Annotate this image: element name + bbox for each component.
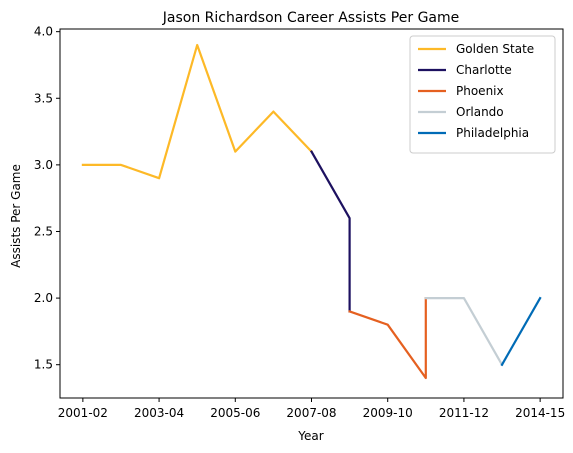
chart-title: Jason Richardson Career Assists Per Game	[162, 10, 460, 26]
series-line-1	[309, 150, 351, 313]
series-line-3	[424, 297, 504, 367]
series-line-4	[500, 296, 542, 367]
y-tick-label: 3.5	[34, 91, 53, 105]
y-tick-label: 4.0	[34, 25, 53, 39]
x-tick-label: 2005-06	[210, 406, 260, 420]
x-tick-label: 2009-10	[363, 406, 413, 420]
plot-area	[81, 43, 542, 380]
legend-label-4: Philadelphia	[456, 126, 529, 140]
legend-label-0: Golden State	[456, 42, 534, 56]
y-tick-label: 1.5	[34, 358, 53, 372]
series-line-0	[81, 43, 314, 180]
y-tick-label: 2.5	[34, 224, 53, 238]
legend-box	[409, 35, 556, 154]
legend-label-3: Orlando	[456, 105, 504, 119]
y-tick-label: 3.0	[34, 158, 53, 172]
legend-label-1: Charlotte	[456, 63, 512, 77]
axes: 2001-02 2003-04 2005-06 2007-08 2009-10 2011-…	[34, 25, 565, 420]
x-tick-label: 2003-04	[134, 406, 184, 420]
x-tick-label: 2001-02	[58, 406, 108, 420]
series-line-2	[348, 297, 427, 380]
x-axis-label: Year	[297, 429, 323, 443]
y-axis-label: Assists Per Game	[9, 164, 23, 268]
legend: Golden State Charlotte Phoenix Orlando Phila…	[409, 35, 556, 154]
x-tick-label: 2011-12	[439, 406, 489, 420]
x-tick-label: 2014-15	[515, 406, 565, 420]
y-tick-label: 2.0	[34, 291, 53, 305]
legend-label-2: Phoenix	[456, 84, 504, 98]
x-tick-label: 2007-08	[286, 406, 336, 420]
